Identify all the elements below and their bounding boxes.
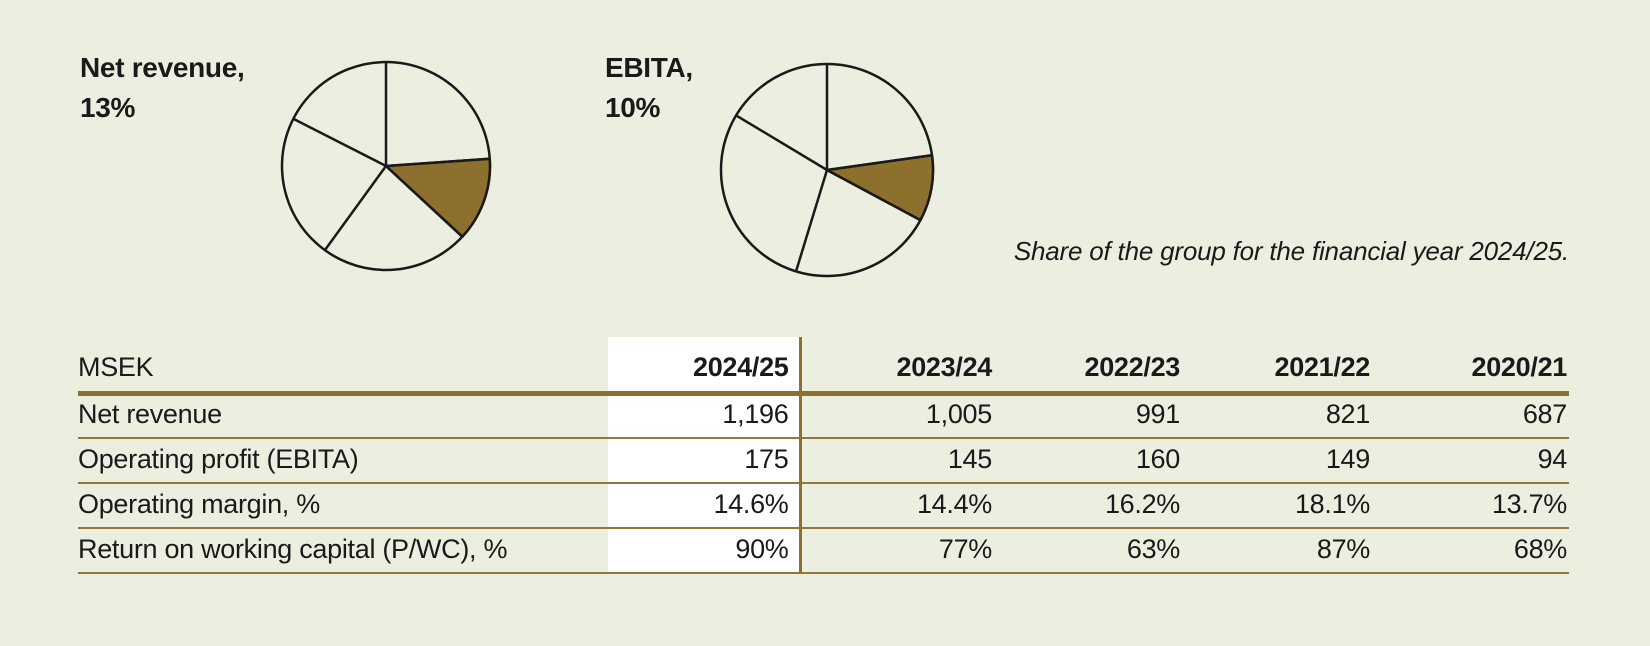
row-label: Operating profit (EBITA) bbox=[78, 438, 608, 484]
table-cell: 175 bbox=[608, 438, 802, 484]
table-cell: 16.2% bbox=[994, 483, 1182, 529]
table-cell: 1,005 bbox=[800, 393, 994, 439]
table-header-row: MSEK 2024/25 2023/24 2022/23 2021/22 202… bbox=[78, 337, 1569, 396]
table-cell: 14.4% bbox=[800, 483, 994, 529]
table-cell: 14.6% bbox=[608, 483, 802, 529]
table-cell: 18.1% bbox=[1182, 483, 1372, 529]
ebita-pie-label: EBITA, 10% bbox=[605, 48, 693, 128]
table-cell: 991 bbox=[994, 393, 1182, 439]
table-cell: 1,196 bbox=[608, 393, 802, 439]
row-label: Return on working capital (P/WC), % bbox=[78, 528, 608, 574]
table-cell: 68% bbox=[1372, 528, 1569, 574]
table-cell: 160 bbox=[994, 438, 1182, 484]
table-cell: 13.7% bbox=[1372, 483, 1569, 529]
net-revenue-pie-chart bbox=[280, 60, 492, 272]
net-revenue-pie-label-line2: 13% bbox=[80, 92, 136, 123]
table-cell: 94 bbox=[1372, 438, 1569, 484]
row-label: Net revenue bbox=[78, 393, 608, 439]
table-cell: 687 bbox=[1372, 393, 1569, 439]
ebita-pie-label-line2: 10% bbox=[605, 92, 661, 123]
col-header-2023-24: 2023/24 bbox=[800, 337, 994, 396]
table-cell: 821 bbox=[1182, 393, 1372, 439]
table-cell: 145 bbox=[800, 438, 994, 484]
financials-table: MSEK 2024/25 2023/24 2022/23 2021/22 202… bbox=[78, 337, 1569, 574]
col-header-2022-23: 2022/23 bbox=[994, 337, 1182, 396]
col-header-2021-22: 2021/22 bbox=[1182, 337, 1372, 396]
chart-caption: Share of the group for the financial yea… bbox=[1013, 236, 1569, 266]
net-revenue-pie-label: Net revenue, 13% bbox=[80, 48, 245, 128]
table-row-operating-profit: Operating profit (EBITA) 175 145 160 149… bbox=[78, 438, 1569, 484]
table-row-operating-margin: Operating margin, % 14.6% 14.4% 16.2% 18… bbox=[78, 483, 1569, 529]
ebita-pie-label-line1: EBITA, bbox=[605, 52, 693, 83]
table-row-return-on-working-capital: Return on working capital (P/WC), % 90% … bbox=[78, 528, 1569, 574]
col-header-msek: MSEK bbox=[78, 337, 608, 396]
net-revenue-pie-label-line1: Net revenue, bbox=[80, 52, 245, 83]
table-cell: 63% bbox=[994, 528, 1182, 574]
table-cell: 149 bbox=[1182, 438, 1372, 484]
table-cell: 87% bbox=[1182, 528, 1372, 574]
table-cell: 77% bbox=[800, 528, 994, 574]
row-label: Operating margin, % bbox=[78, 483, 608, 529]
col-header-2020-21: 2020/21 bbox=[1372, 337, 1569, 396]
col-header-2024-25: 2024/25 bbox=[608, 337, 802, 396]
table-row-net-revenue: Net revenue 1,196 1,005 991 821 687 bbox=[78, 393, 1569, 439]
table-cell: 90% bbox=[608, 528, 802, 574]
ebita-pie-chart bbox=[719, 62, 935, 278]
